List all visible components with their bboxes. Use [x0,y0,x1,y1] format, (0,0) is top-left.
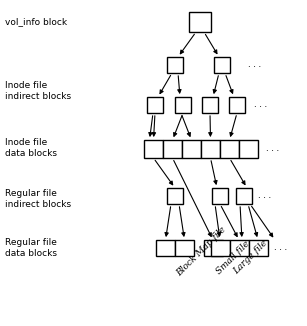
Bar [201,140,220,158]
Bar [214,57,230,73]
Bar [236,188,252,204]
Text: Large file: Large file [231,239,269,276]
Bar [147,97,163,113]
Text: Block Map file: Block Map file [175,225,228,278]
Bar [204,240,223,256]
Bar [167,188,183,204]
Text: . . .: . . . [274,244,287,252]
Bar [144,140,163,158]
Text: Inode file
data blocks: Inode file data blocks [5,138,57,158]
Bar [163,140,182,158]
Text: Regular file
indirect blocks: Regular file indirect blocks [5,189,71,209]
Text: . . .: . . . [266,145,279,153]
Text: vol_info block: vol_info block [5,17,67,26]
Text: . . .: . . . [248,61,261,69]
Bar [230,240,248,256]
Text: . . .: . . . [258,192,271,200]
Bar [212,188,228,204]
Bar [220,140,239,158]
Text: . . .: . . . [254,101,267,109]
Bar [182,140,201,158]
Text: Inode file
indirect blocks: Inode file indirect blocks [5,81,71,101]
Bar [202,97,218,113]
Text: Small file: Small file [215,240,252,276]
Bar [239,140,258,158]
Bar [175,97,191,113]
Text: Regular file
data blocks: Regular file data blocks [5,238,57,258]
Bar [229,97,245,113]
Bar [189,12,211,32]
Bar [167,57,183,73]
Bar [211,240,230,256]
Bar [175,240,194,256]
Bar [248,240,267,256]
Bar [156,240,175,256]
